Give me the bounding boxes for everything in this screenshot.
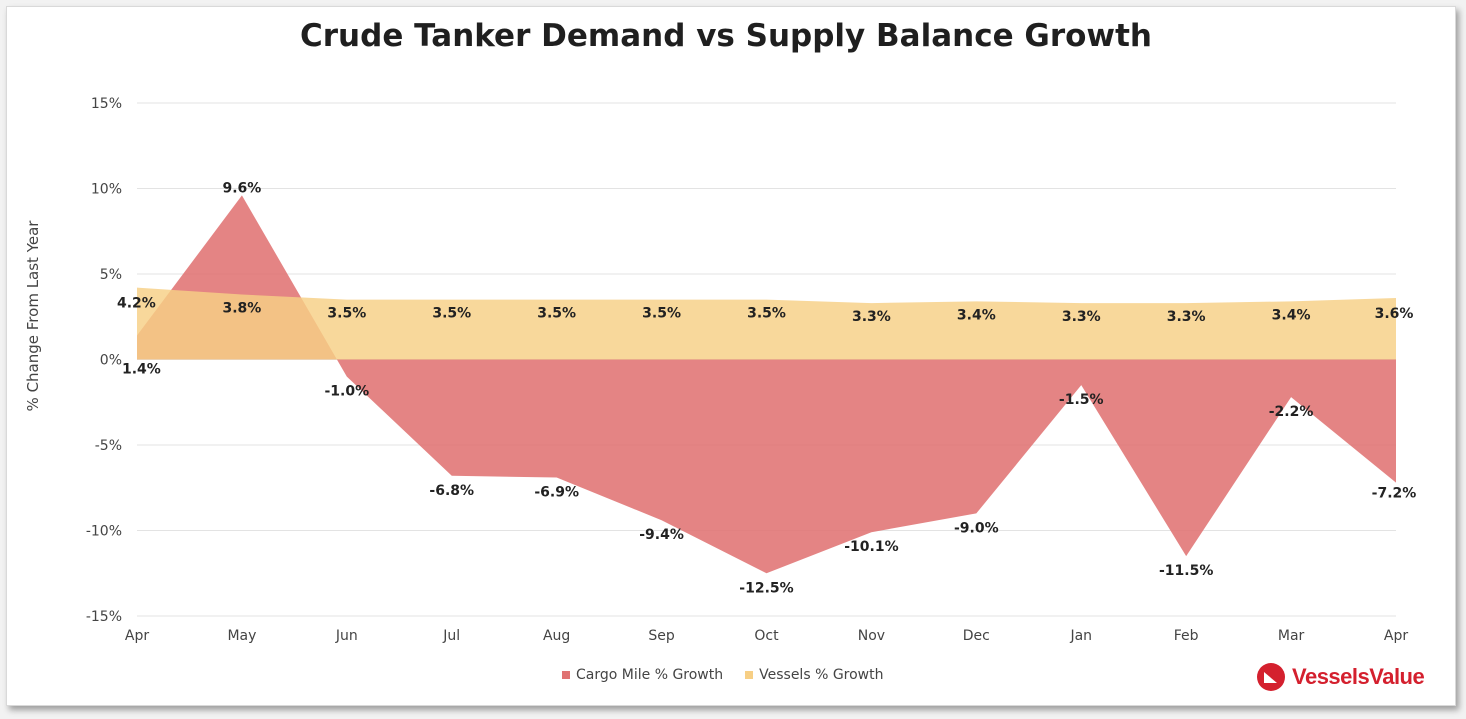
data-label-cargo: -6.8% [429, 483, 474, 499]
data-label-vessels: 3.4% [1272, 307, 1311, 323]
x-tick-label: Oct [754, 628, 779, 644]
x-tick-label: Sep [648, 628, 675, 644]
vesselsvalue-logo: VesselsValue [1256, 662, 1425, 692]
x-tick-label: Feb [1174, 628, 1199, 644]
data-label-vessels: 3.3% [852, 309, 891, 325]
y-axis-label: % Change From Last Year [24, 220, 42, 412]
legend-item-vessels[interactable]: Vessels % Growth [745, 667, 884, 683]
data-label-vessels: 3.5% [327, 306, 366, 322]
data-label-cargo: -6.9% [534, 484, 579, 500]
data-label-vessels: 3.5% [642, 306, 681, 322]
x-tick-label: Jul [442, 628, 460, 644]
data-label-vessels: 3.4% [957, 307, 996, 323]
x-tick-label: Jan [1069, 628, 1092, 644]
data-label-cargo: -9.0% [954, 520, 999, 536]
y-tick-label: 10% [91, 182, 122, 198]
x-tick-label: Aug [543, 628, 570, 644]
y-tick-label: 0% [100, 353, 122, 369]
data-label-cargo: -10.1% [844, 539, 898, 555]
y-tick-label: -5% [95, 438, 122, 454]
data-label-cargo: -2.2% [1269, 404, 1314, 420]
data-labels: 1.4% 9.6% -1.0% -6.8% -6.9% -9.4% -12.5% -10.1%… [117, 180, 1416, 596]
x-tick-label: Mar [1278, 628, 1305, 644]
data-label-vessels: 3.6% [1375, 306, 1414, 322]
area-series-vessels [137, 287, 1396, 360]
data-label-cargo: -9.4% [639, 527, 684, 543]
y-tick-label: -10% [86, 524, 122, 540]
data-label-cargo: -12.5% [739, 580, 793, 596]
data-label-cargo: -7.2% [1372, 486, 1417, 502]
data-label-cargo: -1.5% [1059, 392, 1104, 408]
legend-swatch-cargo [562, 671, 570, 679]
legend-swatch-vessels [745, 671, 754, 679]
data-label-cargo: 1.4% [122, 362, 161, 378]
y-tick-label: 5% [100, 267, 122, 283]
y-tick-label: 15% [91, 96, 122, 112]
x-tick-label: Apr [125, 628, 149, 644]
legend-label-vessels: Vessels % Growth [759, 667, 884, 683]
x-tick-label: Dec [963, 628, 990, 644]
chart-title: Crude Tanker Demand vs Supply Balance Gr… [300, 18, 1152, 54]
data-label-vessels: 4.2% [117, 296, 156, 312]
data-label-vessels: 3.5% [537, 306, 576, 322]
data-label-vessels: 3.5% [747, 306, 786, 322]
area-series-cargo-mile [137, 195, 1396, 574]
vesselsvalue-logo-icon [1257, 663, 1285, 691]
x-tick-label: Apr [1384, 628, 1408, 644]
data-label-vessels: 3.5% [432, 306, 471, 322]
data-label-vessels: 3.3% [1062, 309, 1101, 325]
x-tick-label: Nov [858, 628, 885, 644]
data-label-cargo: 9.6% [223, 180, 262, 196]
legend-label-cargo: Cargo Mile % Growth [576, 667, 724, 683]
data-label-cargo: -1.0% [325, 384, 370, 400]
series-areas [137, 195, 1396, 574]
x-tick-label: Jun [335, 628, 358, 644]
x-tick-label: May [227, 628, 256, 644]
data-label-vessels: 3.8% [223, 301, 262, 317]
y-axis-ticks: 15% 10% 5% 0% -5% -10% -15% [86, 96, 122, 625]
y-tick-label: -15% [86, 609, 122, 625]
chart-legend: Cargo Mile % Growth Vessels % Growth [562, 667, 884, 683]
data-label-vessels: 3.3% [1167, 309, 1206, 325]
legend-item-cargo[interactable]: Cargo Mile % Growth [562, 667, 723, 683]
x-axis-ticks: Apr May Jun Jul Aug Sep Oct Nov Dec Jan Feb Mar Apr [125, 628, 1408, 644]
logo-text: VesselsValue [1292, 664, 1425, 689]
data-label-cargo: -11.5% [1159, 563, 1213, 579]
